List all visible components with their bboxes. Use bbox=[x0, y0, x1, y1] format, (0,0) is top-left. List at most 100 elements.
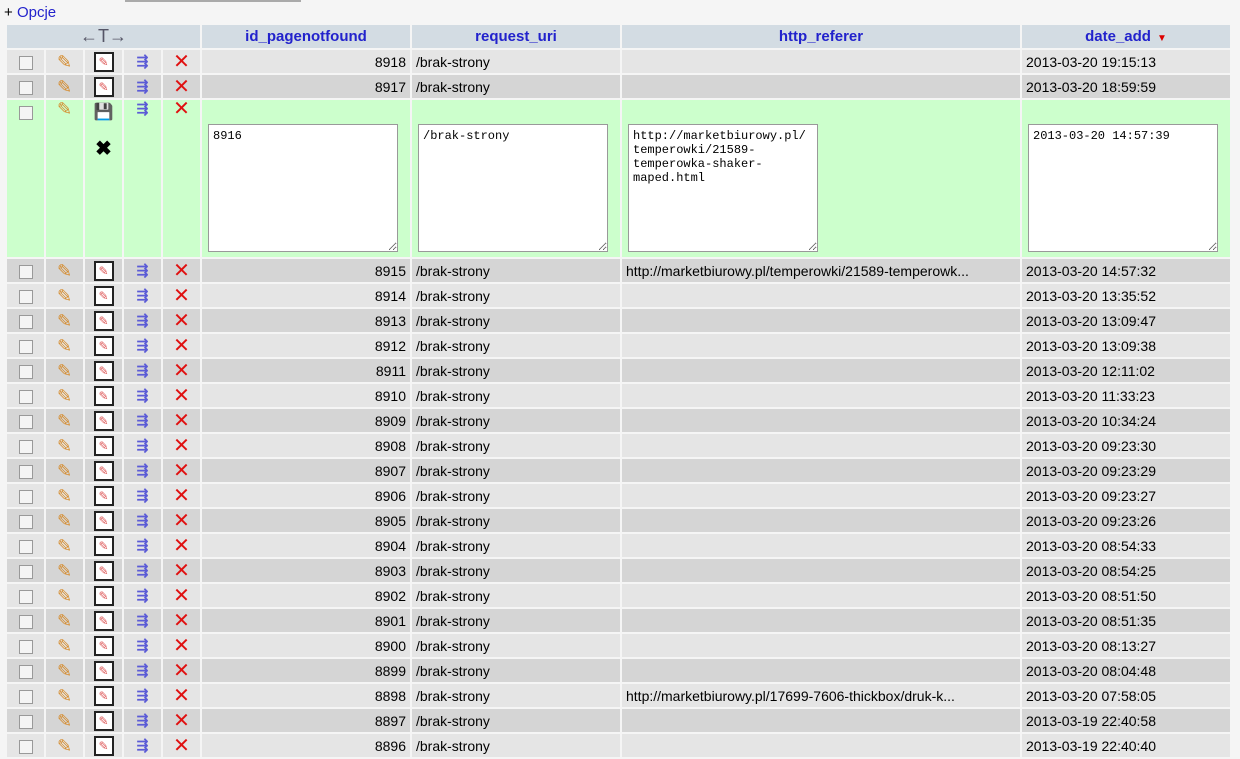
copy-button[interactable]: ⇶ bbox=[124, 734, 161, 757]
delete-button[interactable]: ✕ bbox=[163, 359, 200, 382]
edit-button[interactable]: ✎ bbox=[85, 309, 122, 332]
delete-button[interactable]: ✕ bbox=[163, 509, 200, 532]
inline-edit-button[interactable]: ✎ bbox=[46, 284, 83, 307]
inline-edit-button[interactable]: ✎ bbox=[46, 559, 83, 582]
copy-button[interactable]: ⇶ bbox=[124, 434, 161, 457]
inline-edit-button[interactable]: ✎ bbox=[46, 684, 83, 707]
copy-button[interactable]: ⇶ bbox=[124, 634, 161, 657]
row-checkbox[interactable] bbox=[18, 689, 33, 704]
copy-button[interactable]: ⇶ bbox=[124, 534, 161, 557]
copy-button[interactable]: ⇶ bbox=[124, 75, 161, 98]
delete-button[interactable]: ✕ bbox=[163, 284, 200, 307]
row-checkbox[interactable] bbox=[18, 264, 33, 279]
row-checkbox[interactable] bbox=[18, 80, 33, 95]
inline-edit-button[interactable]: ✎ bbox=[46, 659, 83, 682]
row-checkbox[interactable] bbox=[18, 564, 33, 579]
delete-button[interactable]: ✕ bbox=[163, 309, 200, 332]
row-checkbox[interactable] bbox=[18, 439, 33, 454]
column-header-id[interactable]: id_pagenotfound bbox=[202, 25, 410, 48]
edit-button[interactable]: ✎ bbox=[85, 384, 122, 407]
edit-button[interactable]: ✎ bbox=[85, 284, 122, 307]
edit-button[interactable]: ✎ bbox=[85, 259, 122, 282]
edit-button[interactable]: ✎ bbox=[85, 509, 122, 532]
inline-edit-button[interactable]: ✎ bbox=[46, 75, 83, 98]
delete-button[interactable]: ✕ bbox=[163, 709, 200, 732]
row-checkbox[interactable] bbox=[18, 589, 33, 604]
edit-button[interactable]: ✎ bbox=[85, 584, 122, 607]
inline-edit-button[interactable]: ✎ bbox=[46, 100, 83, 257]
edit-button[interactable]: ✎ bbox=[85, 734, 122, 757]
row-checkbox[interactable] bbox=[18, 664, 33, 679]
row-checkbox[interactable] bbox=[18, 339, 33, 354]
row-checkbox[interactable] bbox=[18, 514, 33, 529]
edit-button[interactable]: ✎ bbox=[85, 409, 122, 432]
delete-button[interactable]: ✕ bbox=[163, 609, 200, 632]
copy-button[interactable]: ⇶ bbox=[124, 284, 161, 307]
delete-button[interactable]: ✕ bbox=[163, 434, 200, 457]
delete-button[interactable]: ✕ bbox=[163, 384, 200, 407]
delete-button[interactable]: ✕ bbox=[163, 50, 200, 73]
row-checkbox[interactable] bbox=[18, 106, 33, 121]
copy-button[interactable]: ⇶ bbox=[124, 609, 161, 632]
edit-id-field[interactable]: 8916 bbox=[208, 124, 398, 252]
inline-edit-button[interactable]: ✎ bbox=[46, 509, 83, 532]
edit-request-uri-field[interactable]: /brak-strony bbox=[418, 124, 608, 252]
delete-button[interactable]: ✕ bbox=[163, 534, 200, 557]
copy-button[interactable]: ⇶ bbox=[124, 459, 161, 482]
edit-button[interactable]: ✎ bbox=[85, 459, 122, 482]
row-checkbox[interactable] bbox=[18, 314, 33, 329]
copy-button[interactable]: ⇶ bbox=[124, 559, 161, 582]
inline-edit-button[interactable]: ✎ bbox=[46, 534, 83, 557]
inline-edit-button[interactable]: ✎ bbox=[46, 734, 83, 757]
delete-button[interactable]: ✕ bbox=[163, 459, 200, 482]
edit-button[interactable]: ✎ bbox=[85, 75, 122, 98]
copy-button[interactable]: ⇶ bbox=[124, 259, 161, 282]
row-checkbox[interactable] bbox=[18, 639, 33, 654]
row-checkbox[interactable] bbox=[18, 739, 33, 754]
inline-edit-button[interactable]: ✎ bbox=[46, 334, 83, 357]
inline-edit-button[interactable]: ✎ bbox=[46, 359, 83, 382]
delete-button[interactable]: ✕ bbox=[163, 684, 200, 707]
inline-edit-button[interactable]: ✎ bbox=[46, 584, 83, 607]
delete-button[interactable]: ✕ bbox=[163, 99, 200, 257]
row-checkbox[interactable] bbox=[18, 464, 33, 479]
delete-button[interactable]: ✕ bbox=[163, 409, 200, 432]
copy-button[interactable]: ⇶ bbox=[124, 309, 161, 332]
copy-button[interactable]: ⇶ bbox=[124, 484, 161, 507]
inline-edit-button[interactable]: ✎ bbox=[46, 709, 83, 732]
copy-button[interactable]: ⇶ bbox=[124, 584, 161, 607]
edit-button[interactable]: ✎ bbox=[85, 659, 122, 682]
inline-edit-button[interactable]: ✎ bbox=[46, 634, 83, 657]
edit-button[interactable]: ✎ bbox=[85, 434, 122, 457]
copy-button[interactable]: ⇶ bbox=[124, 384, 161, 407]
copy-button[interactable]: ⇶ bbox=[124, 509, 161, 532]
inline-edit-button[interactable]: ✎ bbox=[46, 484, 83, 507]
edit-button[interactable]: ✎ bbox=[85, 684, 122, 707]
edit-button[interactable]: ✎ bbox=[85, 634, 122, 657]
copy-button[interactable]: ⇶ bbox=[124, 359, 161, 382]
cancel-edit-button[interactable]: ✖ bbox=[95, 138, 112, 160]
edit-http-referer-field[interactable]: http://marketbiurowy.pl/temperowki/21589… bbox=[628, 124, 818, 252]
delete-button[interactable]: ✕ bbox=[163, 75, 200, 98]
column-header-http-referer[interactable]: http_referer bbox=[622, 25, 1020, 48]
delete-button[interactable]: ✕ bbox=[163, 659, 200, 682]
copy-button[interactable]: ⇶ bbox=[124, 334, 161, 357]
row-checkbox[interactable] bbox=[18, 289, 33, 304]
inline-edit-button[interactable]: ✎ bbox=[46, 50, 83, 73]
edit-button[interactable]: ✎ bbox=[85, 559, 122, 582]
row-checkbox[interactable] bbox=[18, 489, 33, 504]
copy-button[interactable]: ⇶ bbox=[124, 100, 161, 257]
edit-button[interactable]: ✎ bbox=[85, 709, 122, 732]
edit-button[interactable]: ✎ bbox=[85, 50, 122, 73]
inline-edit-button[interactable]: ✎ bbox=[46, 459, 83, 482]
edit-button[interactable]: ✎ bbox=[85, 334, 122, 357]
inline-edit-button[interactable]: ✎ bbox=[46, 409, 83, 432]
column-header-request-uri[interactable]: request_uri bbox=[412, 25, 620, 48]
edit-button[interactable]: ✎ bbox=[85, 534, 122, 557]
row-checkbox[interactable] bbox=[18, 714, 33, 729]
row-checkbox[interactable] bbox=[18, 364, 33, 379]
edit-button[interactable]: ✎ bbox=[85, 484, 122, 507]
inline-edit-button[interactable]: ✎ bbox=[46, 384, 83, 407]
delete-button[interactable]: ✕ bbox=[163, 559, 200, 582]
options-link[interactable]: Opcje bbox=[16, 4, 57, 21]
